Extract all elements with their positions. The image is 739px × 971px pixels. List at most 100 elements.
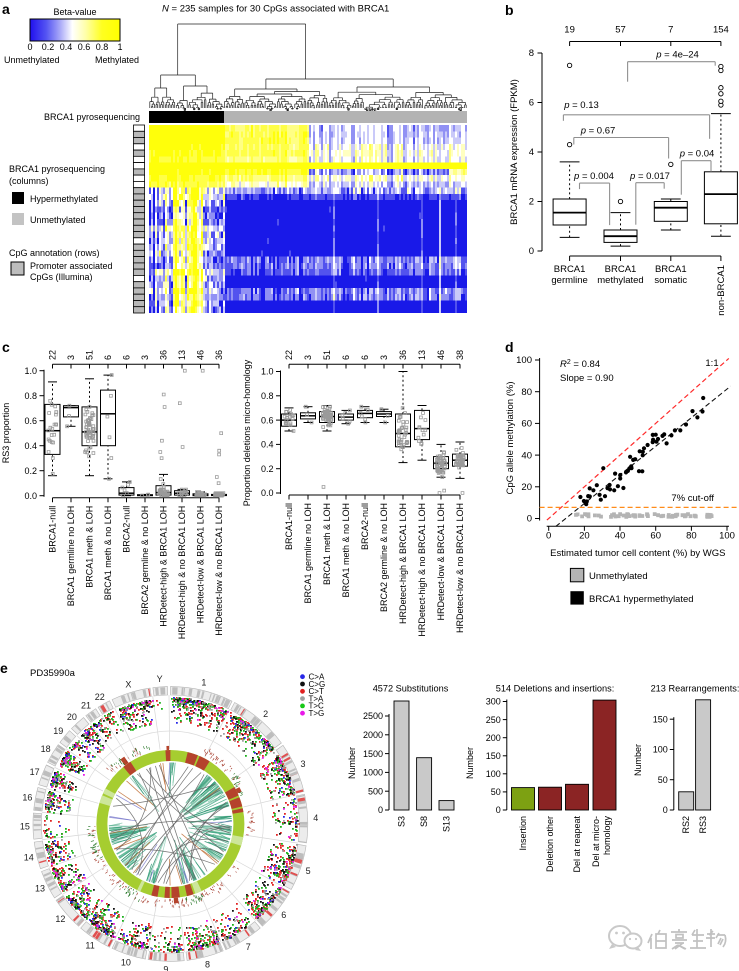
svg-text:0.8: 0.8 [261, 391, 274, 401]
svg-text:57: 57 [615, 25, 626, 36]
svg-text:S13: S13 [442, 816, 452, 832]
svg-text:BRCA1: BRCA1 [655, 264, 687, 275]
svg-text:38: 38 [455, 350, 465, 360]
svg-text:0.4: 0.4 [261, 440, 274, 450]
svg-text:7% cut-off: 7% cut-off [671, 493, 714, 504]
svg-text:1: 1 [117, 42, 122, 52]
svg-text:0: 0 [378, 805, 383, 815]
svg-text:22: 22 [284, 350, 294, 360]
svg-text:0.8: 0.8 [96, 42, 109, 52]
svg-text:17: 17 [30, 767, 40, 777]
svg-text:1.0: 1.0 [24, 366, 37, 376]
svg-text:Insertion: Insertion [518, 816, 528, 851]
svg-text:19: 19 [564, 25, 575, 36]
svg-text:S8: S8 [419, 816, 429, 827]
svg-text:HRDetect-low & no BRCA1 LOH: HRDetect-low & no BRCA1 LOH [214, 506, 224, 636]
svg-text:Methylated: Methylated [95, 55, 139, 65]
svg-text:0.2: 0.2 [42, 42, 55, 52]
svg-text:0.4: 0.4 [24, 441, 37, 451]
svg-text:1:1: 1:1 [705, 358, 718, 369]
svg-text:11: 11 [85, 940, 94, 950]
svg-text:14: 14 [24, 852, 34, 862]
svg-text:RS2: RS2 [681, 816, 691, 834]
svg-text:13: 13 [177, 350, 187, 360]
svg-text:CpG allele methylation (%): CpG allele methylation (%) [505, 382, 516, 495]
svg-text:T>G: T>G [309, 709, 325, 718]
svg-text:50: 50 [658, 775, 668, 785]
svg-text:RS3 proportion: RS3 proportion [1, 403, 11, 464]
svg-text:T>C: T>C [309, 702, 325, 711]
svg-text:Hypermethylated: Hypermethylated [30, 194, 98, 204]
svg-text:0: 0 [496, 805, 501, 815]
svg-text:0: 0 [663, 805, 668, 815]
svg-text:16: 16 [22, 792, 32, 802]
svg-text:36: 36 [398, 350, 408, 360]
svg-text:6: 6 [360, 355, 370, 360]
svg-text:9: 9 [163, 964, 168, 971]
svg-text:1: 1 [201, 677, 206, 687]
svg-text:0.2: 0.2 [24, 466, 37, 476]
svg-text:0.2: 0.2 [261, 464, 274, 474]
svg-text:BRCA1 mRNA expression (FPKM): BRCA1 mRNA expression (FPKM) [509, 79, 520, 225]
svg-text:51: 51 [322, 350, 332, 360]
svg-text:3: 3 [303, 355, 313, 360]
svg-text:51: 51 [85, 350, 95, 360]
svg-text:BRCA1 germline no LOH: BRCA1 germline no LOH [66, 506, 76, 607]
svg-text:Del at reapeat: Del at reapeat [572, 816, 582, 873]
svg-text:100: 100 [653, 745, 668, 755]
svg-text:8: 8 [205, 960, 210, 970]
svg-text:100: 100 [486, 769, 501, 779]
svg-text:213 Rearrangements:: 213 Rearrangements: [651, 684, 739, 694]
svg-text:2: 2 [529, 197, 534, 208]
svg-text:150: 150 [486, 751, 501, 761]
svg-text:BRCA1 germline no LOH: BRCA1 germline no LOH [303, 503, 313, 604]
svg-text:3: 3 [300, 759, 305, 769]
svg-text:e: e [0, 660, 8, 676]
svg-text:80: 80 [686, 531, 697, 542]
svg-text:154: 154 [713, 25, 729, 36]
svg-text:0: 0 [527, 514, 532, 525]
svg-text:7: 7 [668, 25, 673, 36]
svg-text:20: 20 [521, 482, 532, 493]
svg-text:T>A: T>A [309, 694, 325, 703]
svg-text:BRCA2-null: BRCA2-null [122, 506, 132, 553]
svg-text:60: 60 [650, 531, 661, 542]
svg-text:BRCA1: BRCA1 [554, 264, 586, 275]
svg-text:2: 2 [263, 709, 268, 719]
svg-text:36: 36 [159, 350, 169, 360]
svg-text:BRCA1-null: BRCA1-null [284, 503, 294, 550]
svg-text:2000: 2000 [363, 730, 383, 740]
svg-text:20: 20 [579, 531, 590, 542]
svg-text:0: 0 [529, 246, 534, 257]
svg-text:4: 4 [529, 147, 534, 158]
svg-text:Proportion deletions micro-hom: Proportion deletions micro-homology [242, 359, 252, 506]
svg-text:1000: 1000 [363, 768, 383, 778]
svg-text:5: 5 [306, 866, 311, 876]
svg-text:Beta-value: Beta-value [53, 7, 96, 17]
svg-text:BRCA1 hypermethylated: BRCA1 hypermethylated [589, 594, 694, 605]
svg-text:514 Deletions and insertions:: 514 Deletions and insertions: [496, 684, 615, 694]
svg-text:HRDetect-low & BRCA1 LOH: HRDetect-low & BRCA1 LOH [436, 503, 446, 621]
svg-text:somatic: somatic [654, 275, 687, 286]
svg-text:40: 40 [521, 450, 532, 461]
svg-text:150: 150 [653, 714, 668, 724]
svg-text:HRDetect-high & no BRCA1 LOH: HRDetect-high & no BRCA1 LOH [177, 506, 187, 640]
svg-text:300: 300 [486, 697, 501, 707]
svg-text:6: 6 [281, 910, 286, 920]
svg-text:0.4: 0.4 [60, 42, 73, 52]
svg-text:50: 50 [491, 787, 501, 797]
svg-text:6: 6 [122, 355, 132, 360]
svg-text:BRCA1 pyrosequencing: BRCA1 pyrosequencing [44, 112, 140, 122]
svg-text:0.8: 0.8 [24, 391, 37, 401]
svg-text:BRCA1 meth & no LOH: BRCA1 meth & no LOH [341, 503, 351, 598]
svg-text:CpG annotation (rows): CpG annotation (rows) [9, 248, 100, 258]
svg-text:homology: homology [602, 816, 612, 856]
svg-text:HRDetect-high & no BRCA1 LOH: HRDetect-high & no BRCA1 LOH [417, 503, 427, 637]
svg-text:22: 22 [95, 692, 105, 702]
svg-text:13: 13 [417, 350, 427, 360]
svg-text:1.0: 1.0 [261, 367, 274, 377]
svg-text:HRDetect-low & BRCA1 LOH: HRDetect-low & BRCA1 LOH [196, 506, 206, 624]
svg-text:Estimated tumor cell content (: Estimated tumor cell content (%) by WGS [550, 548, 725, 559]
svg-text:3: 3 [140, 355, 150, 360]
svg-text:46: 46 [196, 350, 206, 360]
